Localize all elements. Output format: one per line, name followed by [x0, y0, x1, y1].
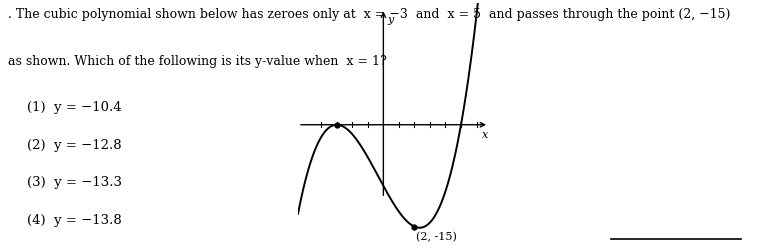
- Text: . The cubic polynomial shown below has zeroes only at  x = −3  and  x = 5  and p: . The cubic polynomial shown below has z…: [8, 8, 730, 21]
- Text: as shown. Which of the following is its y-value when  x = 1?: as shown. Which of the following is its …: [8, 55, 387, 69]
- Text: (4)  y = −13.8: (4) y = −13.8: [27, 214, 121, 227]
- Text: (3)  y = −13.3: (3) y = −13.3: [27, 176, 121, 190]
- Text: y: y: [387, 15, 393, 25]
- Text: x: x: [482, 130, 488, 140]
- Text: (1)  y = −10.4: (1) y = −10.4: [27, 101, 121, 114]
- Text: (2, -15): (2, -15): [416, 232, 457, 242]
- Text: (2)  y = −12.8: (2) y = −12.8: [27, 139, 121, 152]
